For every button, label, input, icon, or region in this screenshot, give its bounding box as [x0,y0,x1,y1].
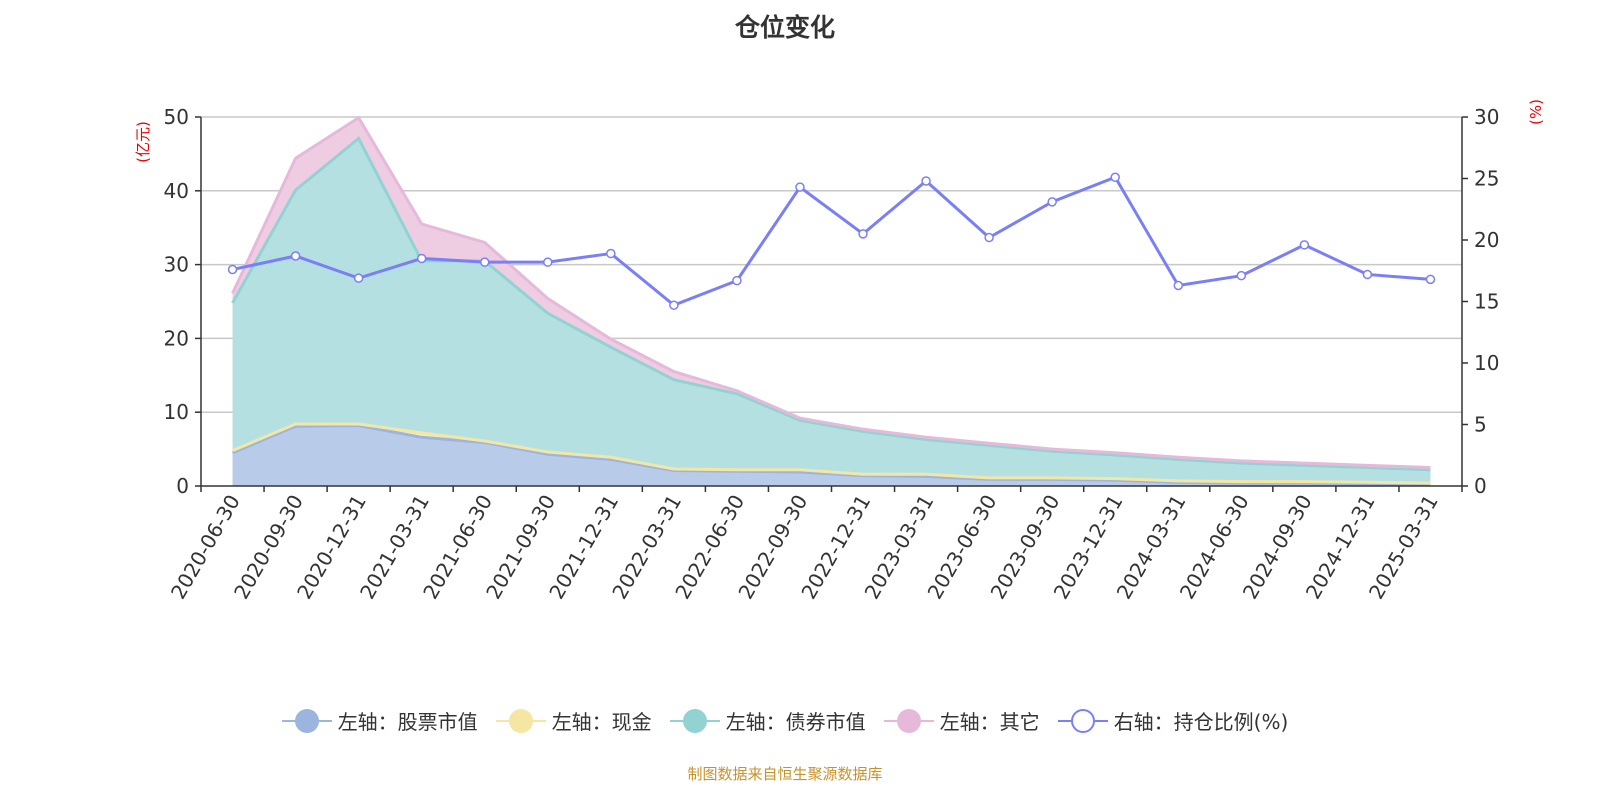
line-point [732,275,742,286]
line-point [921,176,931,186]
left-tick-label: 0 [176,474,189,498]
legend-symbol-icon [669,707,720,735]
line-point [543,257,553,267]
line-point [1299,240,1310,250]
area-line-左轴：其它 [231,115,1431,470]
legend-label: 左轴：其它 [939,710,1040,734]
line-point [606,248,616,259]
line-point [1236,270,1247,281]
line-point [1362,269,1373,280]
legend: 左轴：股票市值 左轴：现金 左轴：债券市值 左轴：其它 右轴：持仓比例(%) [0,706,1570,735]
legend-label: 左轴：现金 [551,710,652,734]
legend-label: 左轴：债券市值 [725,710,866,734]
left-tick-label: 40 [164,179,189,203]
right-axis-label: (%) [1527,99,1545,125]
legend-symbol-icon [495,707,546,735]
legend-label: 右轴：持仓比例(%) [1113,710,1289,734]
line-point [290,251,301,261]
right-tick-label: 5 [1474,413,1487,437]
left-tick-label: 10 [164,400,189,424]
right-tick-label: 20 [1474,228,1499,252]
legend-item[interactable]: 左轴：其它 [883,706,1040,735]
line-point [479,257,490,267]
legend-symbol-icon [281,707,332,735]
line-point [1047,197,1057,207]
right-tick-label: 15 [1474,290,1499,314]
area-左轴：股票市值 [232,425,1431,486]
legend-symbol-icon [1057,707,1108,735]
line-point [1425,274,1436,285]
chart-title: 仓位变化 [734,13,835,42]
legend-item[interactable]: 左轴：现金 [495,706,652,735]
legend-symbol-icon [883,707,934,735]
legend-label: 左轴：股票市值 [337,710,478,734]
right-tick-label: 30 [1474,105,1499,129]
right-tick-label: 10 [1474,351,1499,375]
source-footer: 制图数据来自恒生聚源数据库 [687,765,883,783]
area-左轴：债券市值 [232,138,1431,484]
left-tick-label: 30 [164,253,189,277]
legend-item[interactable]: 左轴：股票市值 [281,706,478,735]
line-point [353,273,364,283]
legend-item[interactable]: 右轴：持仓比例(%) [1057,706,1289,735]
line-point [1173,280,1184,291]
left-axis-label: (亿元) [134,121,152,163]
line-point [669,300,679,310]
right-tick-label: 25 [1474,167,1499,191]
area-line-左轴：债券市值 [231,136,1431,472]
line-point [416,253,427,264]
left-tick-label: 50 [164,105,189,129]
area-line-左轴：现金 [231,422,1431,485]
right-tick-label: 0 [1474,474,1487,498]
chart-plot: 01020304050051015202530(亿元)(%)2020-06-30… [134,99,1545,603]
left-tick-label: 20 [164,326,189,350]
legend-item[interactable]: 左轴：债券市值 [669,706,866,735]
line-point [795,182,805,192]
line-point [984,232,994,243]
line-右轴：持仓比例(%) [232,175,1431,307]
line-point [227,264,238,275]
line-point [858,229,868,239]
line-point [1110,172,1120,183]
